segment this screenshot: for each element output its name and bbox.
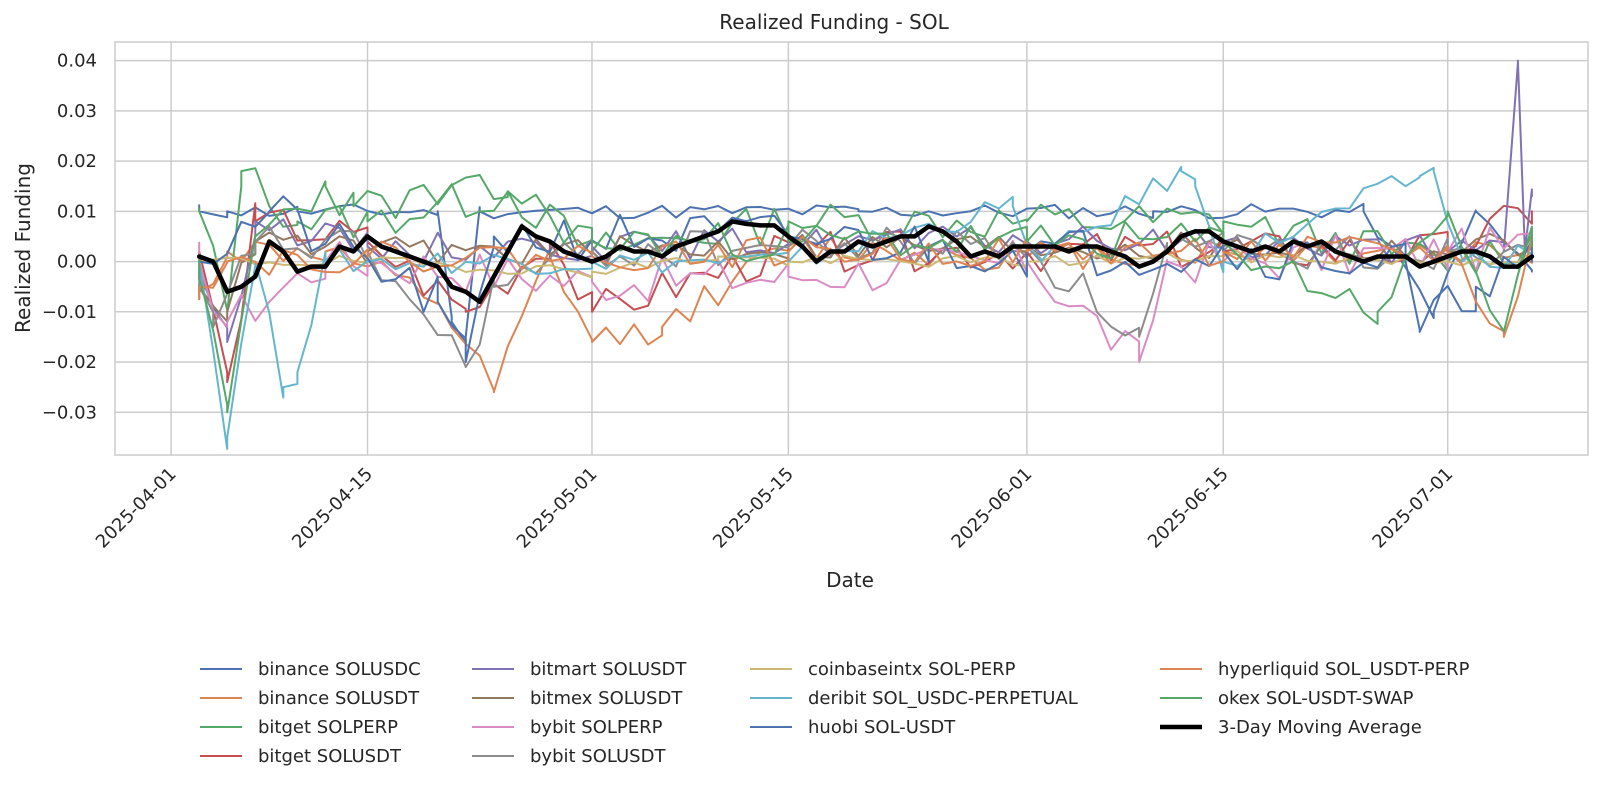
y-tick-label: 0.01 bbox=[57, 201, 97, 222]
legend: binance SOLUSDC binance SOLUSDT bitget SOL… bbox=[200, 659, 1470, 767]
legend-label: binance SOLUSDC bbox=[258, 659, 421, 680]
legend-label: coinbaseintx SOL-PERP bbox=[808, 659, 1016, 680]
series-line-4 bbox=[198, 59, 1533, 343]
y-tick-label: 0.04 bbox=[57, 51, 97, 72]
x-axis-title: Date bbox=[826, 568, 874, 592]
legend-label: binance SOLUSDT bbox=[258, 688, 420, 709]
y-tick-label: −0.02 bbox=[42, 352, 97, 373]
legend-label: bitget SOLUSDT bbox=[258, 746, 402, 767]
chart-title: Realized Funding - SOL bbox=[719, 10, 949, 34]
y-tick-label: 0.03 bbox=[57, 101, 97, 122]
y-tick-label: −0.01 bbox=[42, 302, 97, 323]
series-line-2 bbox=[198, 167, 1533, 313]
series-lines bbox=[196, 59, 1535, 450]
legend-label: deribit SOL_USDC-PERPETUAL bbox=[808, 688, 1078, 709]
y-axis-title: Realized Funding bbox=[11, 163, 35, 333]
legend-label: bitget SOLPERP bbox=[258, 717, 398, 738]
y-tick-label: 0.00 bbox=[57, 252, 97, 273]
series-line-10 bbox=[198, 195, 1533, 363]
series-line-0 bbox=[198, 202, 1533, 344]
y-tick-label: 0.02 bbox=[57, 151, 97, 172]
legend-label: 3-Day Moving Average bbox=[1218, 717, 1422, 738]
legend-label: bitmex SOLUSDT bbox=[530, 688, 683, 709]
legend-label: hyperliquid SOL_USDT-PERP bbox=[1218, 659, 1470, 680]
legend-label: okex SOL-USDT-SWAP bbox=[1218, 688, 1414, 709]
series-line-12 bbox=[198, 174, 1533, 414]
legend-label: bybit SOLUSDT bbox=[530, 746, 666, 767]
y-tick-label: −0.03 bbox=[42, 402, 97, 423]
series-line-13 bbox=[196, 219, 1535, 305]
plot-frame bbox=[114, 41, 1589, 456]
legend-label: bybit SOLPERP bbox=[530, 717, 663, 738]
legend-label: huobi SOL-USDT bbox=[808, 717, 956, 738]
y-axis-ticks: −0.03 −0.02 −0.01 0.00 0.01 0.02 0.03 0.04 bbox=[42, 51, 97, 424]
legend-label: bitmart SOLUSDT bbox=[530, 659, 687, 680]
series-line-9 bbox=[198, 165, 1533, 450]
